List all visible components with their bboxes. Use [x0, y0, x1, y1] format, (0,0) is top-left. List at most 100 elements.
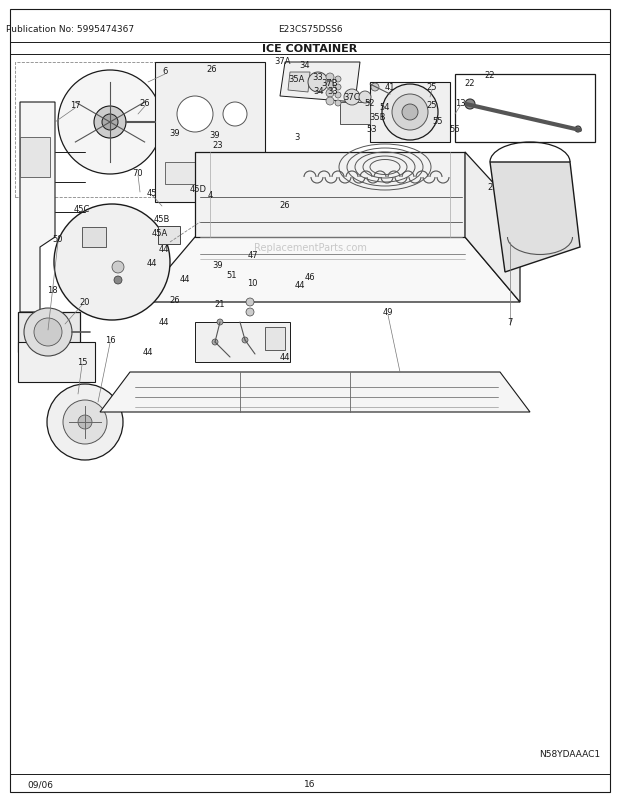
Text: 26: 26: [140, 99, 150, 107]
Circle shape: [63, 400, 107, 444]
Polygon shape: [490, 163, 580, 273]
Polygon shape: [140, 237, 520, 302]
Circle shape: [335, 85, 341, 91]
Text: 09/06: 09/06: [27, 780, 53, 788]
Text: 15: 15: [77, 358, 87, 367]
Text: 45D: 45D: [190, 185, 206, 194]
Text: 44: 44: [180, 275, 190, 284]
Circle shape: [344, 90, 360, 106]
Text: 21: 21: [215, 300, 225, 309]
Text: 37A: 37A: [275, 56, 291, 66]
Text: 25: 25: [427, 100, 437, 109]
Text: 44: 44: [143, 348, 153, 357]
Circle shape: [402, 105, 418, 121]
Polygon shape: [18, 342, 95, 383]
Bar: [82, 228, 106, 248]
Text: 18: 18: [46, 286, 57, 295]
Circle shape: [326, 82, 334, 90]
Polygon shape: [100, 373, 530, 412]
Circle shape: [335, 77, 341, 83]
Circle shape: [177, 97, 213, 133]
Circle shape: [34, 318, 62, 346]
Bar: [158, 227, 180, 245]
Circle shape: [465, 100, 475, 110]
Circle shape: [335, 101, 341, 107]
Polygon shape: [465, 153, 520, 302]
Circle shape: [54, 205, 170, 321]
Text: ICE CONTAINER: ICE CONTAINER: [262, 44, 358, 54]
Text: 45A: 45A: [152, 229, 168, 237]
Circle shape: [58, 71, 162, 175]
Text: 56: 56: [450, 124, 460, 133]
Text: 16: 16: [105, 336, 115, 345]
Text: 26: 26: [206, 66, 218, 75]
Circle shape: [326, 74, 334, 82]
Circle shape: [359, 92, 371, 104]
Circle shape: [246, 309, 254, 317]
Text: 44: 44: [159, 318, 169, 327]
Text: 13: 13: [454, 99, 466, 107]
Text: 26: 26: [170, 296, 180, 305]
Text: 16: 16: [304, 780, 316, 788]
Polygon shape: [195, 153, 465, 237]
Polygon shape: [20, 103, 55, 313]
Circle shape: [371, 84, 379, 92]
Text: 49: 49: [383, 308, 393, 317]
Text: 46: 46: [304, 272, 316, 282]
Text: 50: 50: [53, 235, 63, 244]
Text: 39: 39: [213, 260, 223, 269]
Polygon shape: [340, 103, 370, 125]
Circle shape: [246, 298, 254, 306]
Text: 53: 53: [366, 124, 378, 133]
Circle shape: [94, 107, 126, 139]
Circle shape: [217, 320, 223, 326]
Text: 4: 4: [207, 190, 213, 199]
Text: 54: 54: [379, 103, 390, 112]
Text: 33: 33: [312, 72, 324, 81]
Text: 70: 70: [133, 168, 143, 177]
Text: 2: 2: [487, 182, 493, 191]
Polygon shape: [280, 63, 360, 103]
Text: 47: 47: [247, 250, 259, 259]
Circle shape: [212, 339, 218, 346]
Circle shape: [223, 103, 247, 127]
Text: 52: 52: [365, 99, 375, 107]
Circle shape: [392, 95, 428, 131]
Circle shape: [335, 93, 341, 99]
Text: 51: 51: [227, 270, 237, 279]
Text: 44: 44: [147, 258, 157, 267]
Text: 22: 22: [465, 79, 476, 87]
Text: ReplacementParts.com: ReplacementParts.com: [254, 243, 366, 253]
Text: 34: 34: [314, 87, 324, 96]
Polygon shape: [205, 163, 250, 184]
Text: 33: 33: [327, 87, 339, 96]
Text: E23CS75DSS6: E23CS75DSS6: [278, 26, 342, 34]
Bar: [455, 75, 595, 143]
Bar: [15, 63, 215, 198]
Text: 7: 7: [507, 318, 513, 327]
Circle shape: [24, 309, 72, 357]
Polygon shape: [288, 73, 310, 93]
Polygon shape: [265, 327, 285, 350]
Text: Publication No: 5995474367: Publication No: 5995474367: [6, 26, 134, 34]
Text: 26: 26: [280, 200, 290, 209]
Polygon shape: [155, 63, 265, 203]
Polygon shape: [195, 322, 290, 363]
Circle shape: [326, 98, 334, 106]
Text: 55: 55: [433, 116, 443, 125]
Text: 44: 44: [280, 353, 290, 362]
Text: 44: 44: [294, 280, 305, 290]
Text: 35B: 35B: [370, 113, 386, 123]
Circle shape: [47, 384, 123, 460]
Text: 22: 22: [485, 71, 495, 79]
Text: 6: 6: [162, 67, 167, 75]
Text: 45C: 45C: [74, 205, 90, 213]
Text: 35A: 35A: [288, 75, 304, 84]
Text: 17: 17: [69, 100, 81, 109]
Circle shape: [308, 73, 328, 93]
Text: 41: 41: [385, 83, 396, 92]
Text: 44: 44: [159, 245, 169, 254]
Circle shape: [242, 338, 248, 343]
Text: 39: 39: [170, 128, 180, 137]
Circle shape: [326, 90, 334, 98]
